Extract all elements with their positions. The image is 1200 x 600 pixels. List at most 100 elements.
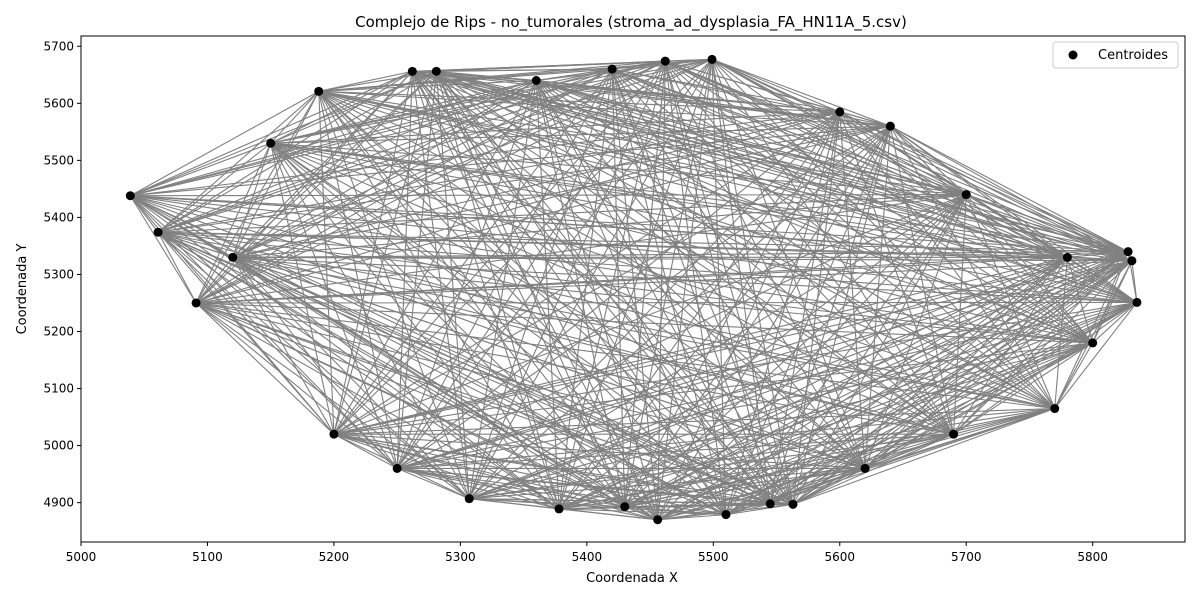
rips-edge [468, 60, 666, 499]
rips-edge [657, 111, 841, 520]
rips-edge [711, 58, 1094, 344]
rips-edge [232, 256, 1055, 410]
y-tick-label: 5100 [43, 382, 74, 396]
rips-edge [232, 251, 1129, 258]
rips-edge [157, 231, 197, 304]
rips-edge [624, 467, 866, 508]
rips-edge [158, 194, 967, 233]
centroid-point [314, 86, 324, 96]
rips-edge [157, 68, 613, 233]
rips-edge [397, 467, 560, 510]
rips-edge [397, 342, 1093, 469]
rips-edge [770, 407, 1055, 505]
rips-edge [129, 195, 197, 304]
rips-edge [436, 70, 1129, 253]
x-tick-label: 5200 [319, 550, 350, 564]
rips-edge [792, 251, 1129, 505]
rips-edge [624, 506, 726, 516]
rips-edge [792, 256, 1068, 505]
rips-edge [130, 195, 866, 469]
rips-edge [157, 142, 272, 233]
rips-edge [889, 125, 1094, 344]
y-tick-label: 5000 [43, 439, 74, 453]
centroid-point [707, 54, 717, 64]
rips-edge [411, 71, 659, 521]
centroid-point [431, 66, 441, 76]
legend-box [1052, 41, 1179, 69]
x-axis-label: Coordenada X [586, 571, 678, 586]
rips-edge [953, 194, 967, 435]
rips-edge [665, 60, 1133, 262]
rips-edge [468, 68, 613, 499]
rips-edge [195, 302, 335, 435]
rips-edge [1067, 256, 1138, 303]
rips-edge [232, 70, 413, 258]
rips-edge [725, 260, 1133, 516]
rips-edge [953, 301, 1138, 435]
rips-edge [1054, 302, 1138, 409]
rips-edge [536, 79, 967, 196]
rips-edge [270, 142, 771, 505]
rips-edge [864, 256, 1068, 469]
rips-edge [396, 194, 967, 469]
rips-edge [195, 302, 794, 505]
rips-edge [1131, 260, 1138, 303]
rips-edge [611, 68, 771, 504]
rips-edge [270, 142, 1055, 410]
rips-edge [270, 142, 470, 499]
rips-edge [711, 58, 967, 196]
rips-edge [270, 79, 537, 144]
rips-edge [333, 71, 437, 435]
rips-edge [232, 256, 560, 510]
rips-edge [195, 91, 320, 304]
y-tick-label: 5700 [43, 39, 74, 53]
rips-edge [270, 142, 967, 196]
rips-edge [129, 195, 398, 469]
rips-edge [397, 467, 727, 516]
rips-edge [270, 143, 335, 435]
rips-edge [333, 111, 841, 435]
rips-edge [1092, 302, 1138, 344]
rips-edge [536, 79, 1068, 258]
rips-edge [130, 195, 1093, 344]
rips-edge [864, 126, 891, 469]
rips-edge [396, 60, 666, 469]
rips-edge [270, 142, 1132, 262]
y-tick-label: 5400 [43, 210, 74, 224]
rips-edge [232, 256, 1093, 344]
centroid-points [125, 54, 1142, 525]
rips-edge [435, 71, 659, 520]
x-tick-label: 5100 [192, 550, 223, 564]
rips-edge [270, 90, 320, 144]
rips-edge [535, 80, 771, 505]
x-tick-label: 5000 [66, 550, 97, 564]
rips-edge [1054, 342, 1094, 409]
rips-edge [889, 125, 1056, 409]
rips-edge [435, 71, 560, 510]
rips-edge [412, 70, 1068, 258]
rips-edge [469, 498, 625, 508]
rips-edge [397, 467, 625, 508]
rips-edge [232, 256, 954, 435]
rips-edge [396, 71, 437, 469]
rips-edge [436, 68, 613, 72]
rips-edge [611, 68, 1068, 258]
rips-edge [130, 194, 967, 197]
rips-edge [318, 90, 727, 515]
rips-edge [130, 68, 613, 197]
rips-edge [890, 125, 1138, 303]
rips-edge [711, 58, 1068, 258]
rips-edge [535, 80, 1056, 409]
rips-edge [397, 407, 1055, 469]
rips-edge [536, 79, 1138, 303]
rips-edge [612, 68, 840, 113]
centroid-point [266, 138, 276, 148]
rips-edge [864, 407, 1055, 469]
rips-edge [232, 194, 967, 258]
rips-edge [536, 79, 891, 127]
centroid-point [228, 252, 238, 262]
rips-edge [657, 256, 1068, 521]
rips-edge [333, 256, 1068, 435]
rips-edge [232, 256, 866, 469]
